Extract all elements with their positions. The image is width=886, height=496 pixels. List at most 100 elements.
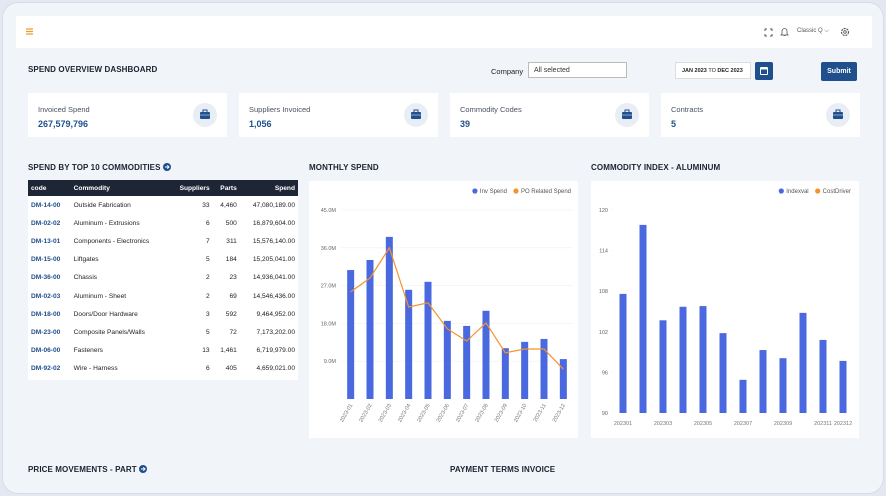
table-cell: Composite Panels/Walls [73,328,145,336]
table-row: DM-15-00 Liftgates 5 184 15,205,041.00 [28,251,298,269]
arrow-icon[interactable] [139,465,148,473]
table-cell: 5 [205,256,210,264]
x-tick-label: 2023-07 [455,403,470,423]
bar [521,341,529,399]
fullscreen-icon[interactable] [764,28,773,37]
bar [540,338,548,399]
table-row: DM-02-02 Aluminum - Extrusions 6 500 16,879,… [28,214,298,232]
commodity-table: code Commodity Suppliers Parts Spend DM-14-00… [28,180,298,378]
kpi-label: Contracts [671,105,704,114]
kpi-label: Commodity Codes [460,105,522,114]
table-cell: 14,546,436.00 [252,292,295,300]
bar [779,358,787,413]
code-link: DM-23-00 [31,328,61,336]
y-tick-label: 36.0M [321,246,337,252]
table-cell: 4,460 [220,201,237,209]
table-cell: 69 [229,292,237,300]
table-row: DM-06-00 Fasteners 13 1,461 6,719,979.00 [28,342,298,360]
menu-icon[interactable] [25,27,34,36]
table-cell: 2 [205,292,210,300]
table-cell: 7,173,202.00 [256,328,295,336]
y-tick-label: 120 [599,208,608,214]
bar [679,306,687,413]
legend-swatch [815,188,821,194]
y-tick-label: 18.0M [321,321,337,327]
y-tick-label: 27.0M [321,284,337,290]
table-cell: 23 [229,274,237,282]
bell-icon[interactable] [780,27,789,37]
kpi-card: Suppliers Invoiced 1,056 [239,93,438,137]
table-cell: Fasteners [73,347,103,355]
calendar-button[interactable] [755,62,773,80]
bar [699,306,707,413]
table-cell: Liftgates [73,256,99,264]
kpi-value: 267,579,796 [38,119,89,129]
company-label: Company [491,67,524,76]
legend-label: Inv Spend [480,189,507,195]
kpi-label: Invoiced Spend [38,105,90,114]
settings-icon[interactable] [840,27,850,37]
table-cell: 14,936,041.00 [252,274,295,282]
section-title-text: PRICE MOVEMENTS - PART [28,465,137,474]
briefcase-icon [833,109,843,119]
top-bar: Classic Q ⌵ [16,16,872,48]
bar [501,348,509,399]
bar [719,333,727,413]
table-cell: Doors/Door Hardware [73,310,138,318]
column-header: code [28,180,71,196]
table-cell: Aluminum - Sheet [73,292,127,300]
x-tick-label: 2023-08 [474,403,489,423]
kpi-value: 39 [460,119,471,129]
date-range[interactable]: JAN 2023 TO DEC 2023 [675,62,751,79]
table-panel: code Commodity Suppliers Parts Spend DM-14-00… [28,180,298,380]
x-tick-label: 202312 [834,421,852,427]
column-header: Commodity [70,180,170,196]
table-cell: Wire - Harness [73,365,118,373]
kpi-card: Invoiced Spend 267,579,796 [28,93,227,137]
table-cell: 7 [205,237,210,245]
table-cell: 4,659,021.00 [256,365,295,373]
table-title-text: SPEND BY TOP 10 COMMODITIES [28,163,161,172]
table-cell: 5 [205,328,210,336]
bar [559,359,567,399]
bar [619,293,627,413]
y-tick-label: 114 [599,249,608,255]
code-link: DM-92-02 [31,365,61,373]
code-link: DM-14-00 [31,201,61,209]
date-sep: TO [708,68,716,74]
kpi-value: 5 [671,119,677,129]
section-title: PRICE MOVEMENTS - PART [28,465,148,474]
legend-label: CostDriver [823,189,851,195]
kpi-icon [404,103,428,127]
bar [839,360,847,413]
x-tick-label: 202307 [734,421,752,427]
kpi-icon [193,103,217,127]
section-title: PAYMENT TERMS INVOICE [450,465,556,474]
arrow-icon[interactable] [162,163,171,171]
table-cell: 311 [226,237,237,245]
bar [739,379,747,413]
legend-swatch [513,188,519,194]
x-tick-label: 2023-05 [416,403,431,423]
table-row: DM-14-00 Outside Fabrication 33 4,460 47,080… [28,196,298,214]
kpi-label: Suppliers Invoiced [249,105,311,114]
bar [759,350,767,413]
y-tick-label: 9.0M [324,359,337,365]
table-row: DM-18-00 Doors/Door Hardware 3 592 9,464,952… [28,305,298,323]
x-tick-label: 2023-02 [358,403,373,423]
company-select[interactable]: All selected [528,62,627,78]
table-header-row: code Commodity Suppliers Parts Spend [28,180,298,196]
table-row: DM-02-03 Aluminum - Sheet 2 69 14,546,436.00 [28,287,298,305]
bar [799,312,807,413]
theme-select[interactable]: Classic Q ⌵ [797,28,829,34]
code-link: DM-06-00 [31,347,61,355]
bar [482,310,490,399]
x-tick-label: 202303 [654,421,672,427]
submit-button[interactable]: Submit [821,62,857,81]
table-cell: 592 [225,310,237,318]
bar [659,320,667,413]
x-tick-label: 2023-01 [339,403,354,423]
column-header: Suppliers [169,180,213,196]
y-tick-label: 90 [602,411,608,417]
